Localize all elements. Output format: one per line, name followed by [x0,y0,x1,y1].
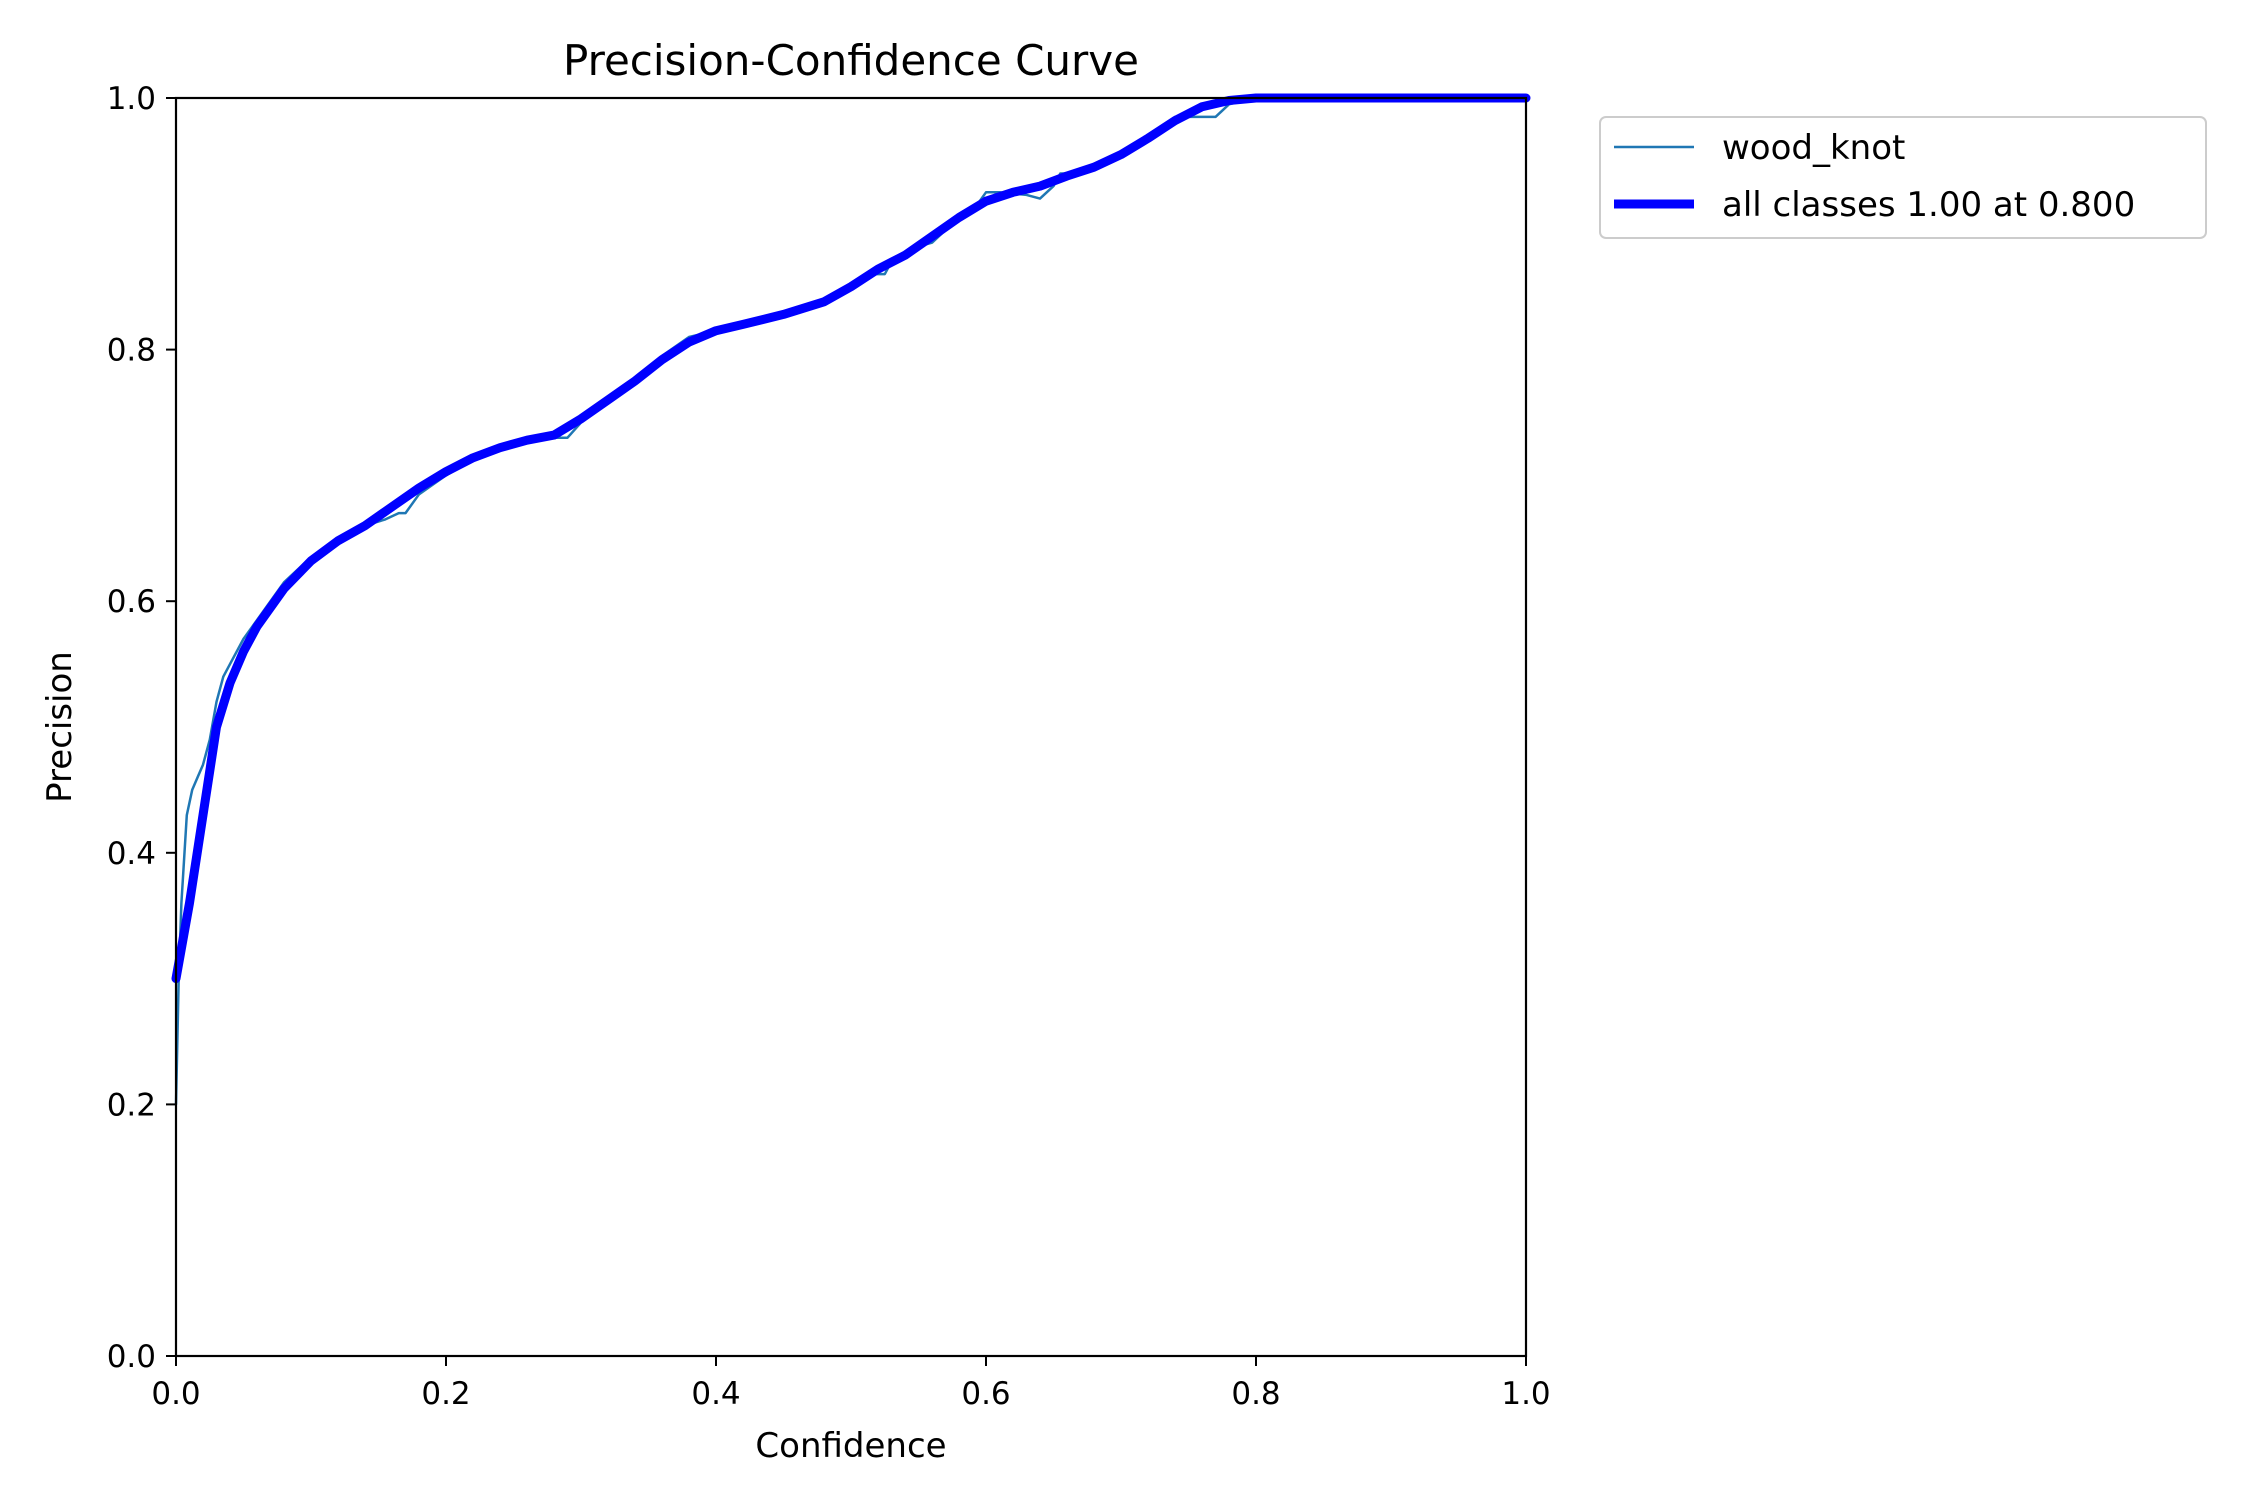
y-axis: 0.0 0.2 0.4 0.6 0.8 1.0 [107,81,176,1375]
x-tick-label: 0.2 [421,1376,470,1412]
x-tick-label: 1.0 [1501,1376,1550,1412]
legend: wood_knot all classes 1.00 at 0.800 [1599,116,2207,239]
x-tick-label: 0.8 [1231,1376,1280,1412]
x-tick-label: 0.4 [691,1376,740,1412]
chart-title: Precision-Confidence Curve [563,36,1139,85]
legend-label-all-classes: all classes 1.00 at 0.800 [1722,185,2135,225]
y-axis-title: Precision [40,651,80,803]
x-axis: 0.0 0.2 0.4 0.6 0.8 1.0 [151,1356,1551,1412]
legend-label-wood-knot: wood_knot [1722,128,1905,168]
x-tick-label: 0.0 [151,1376,200,1412]
y-tick-label: 0.0 [107,1339,156,1375]
plot-series [171,93,1531,1106]
y-tick-label: 0.8 [107,333,156,369]
y-tick-label: 1.0 [107,81,156,117]
y-tick-label: 0.6 [107,584,156,620]
y-tick-label: 0.4 [107,836,156,872]
series-line-all-classes [171,93,1531,984]
legend-box [1599,116,2207,239]
x-axis-title: Confidence [755,1426,946,1466]
y-tick-label: 0.2 [107,1087,156,1123]
x-tick-label: 0.6 [961,1376,1010,1412]
plot-frame [174,96,1528,1358]
